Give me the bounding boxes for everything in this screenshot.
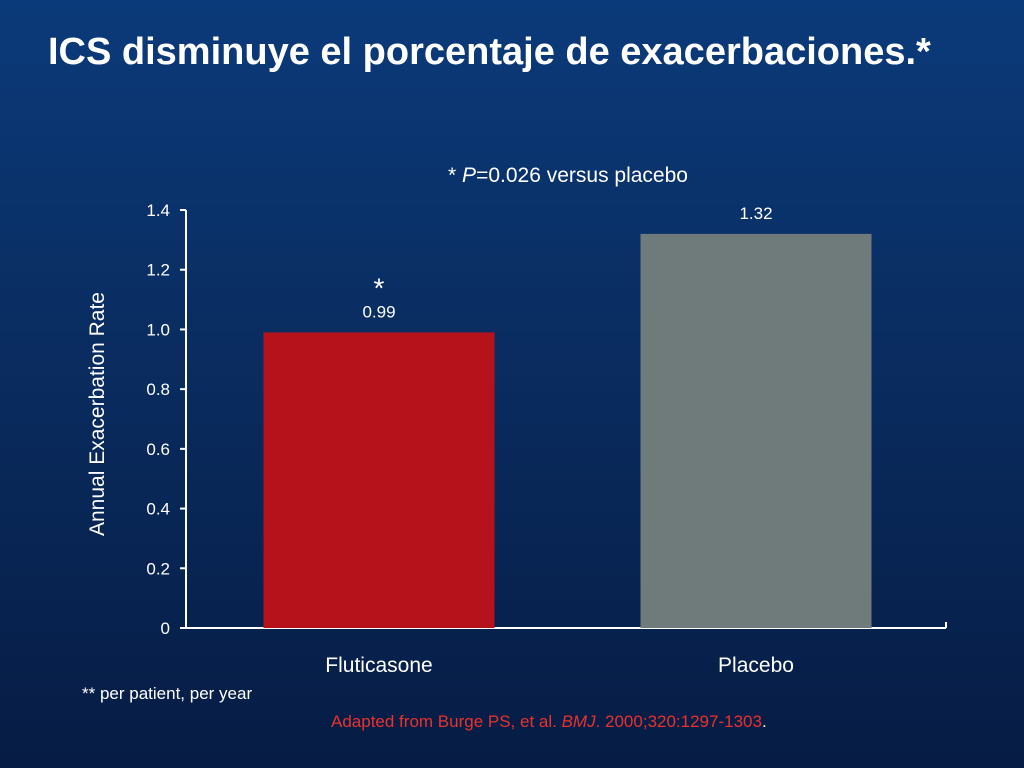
source-citation: Adapted from Burge PS, et al. BMJ. 2000;… [331,712,767,732]
bar-placebo [640,233,872,628]
p-note-prefix: * [448,164,463,187]
p-value-note: * P=0.026 versus placebo [0,164,1024,188]
y-tick-label: 1.2 [146,261,170,280]
x-category-label: Fluticasone [325,654,432,677]
source-end: . [761,712,767,731]
significance-marker: * [374,272,385,303]
source-prefix: Adapted from Burge PS, et al. [331,712,562,731]
data-label: 1.32 [739,204,772,223]
p-note-text: =0.026 versus placebo [476,164,688,187]
y-tick-label: 0 [161,619,170,638]
data-label: 0.99 [362,302,395,321]
p-symbol: P [462,164,477,187]
y-axis-label: Annual Exacerbation Rate [86,292,109,536]
y-tick-label: 1.0 [146,320,170,339]
slide-title: ICS disminuye el porcentaje de exacerbac… [48,31,931,73]
y-tick-label: 0.8 [146,380,170,399]
x-category-label: Placebo [718,654,794,677]
y-tick-label: 0.2 [146,559,170,578]
y-tick-label: 0.4 [146,500,170,519]
y-tick-label: 0.6 [146,440,170,459]
source-suffix: . 2000;320:1297-1303 [595,712,762,731]
footnote: ** per patient, per year [82,684,253,703]
bar-fluticasone [263,332,495,628]
y-tick-label: 1.4 [146,201,170,220]
source-journal: BMJ [561,712,596,731]
